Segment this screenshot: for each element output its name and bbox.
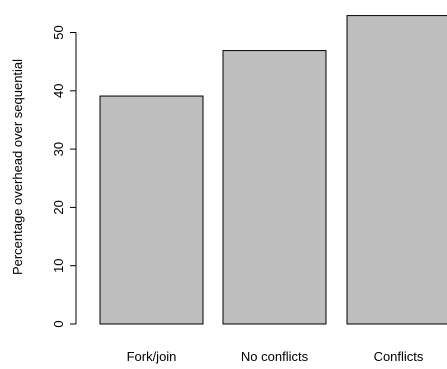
y-tick-label: 50 (51, 25, 66, 39)
x-tick-label: No conflicts (241, 349, 309, 364)
bar (222, 50, 327, 325)
y-tick-label: 20 (51, 200, 66, 214)
x-axis-labels: Fork/join No conflicts Conflicts (127, 349, 424, 364)
y-tick-label: 0 (51, 320, 66, 327)
y-tick-label: 10 (51, 258, 66, 272)
bars (99, 15, 447, 325)
y-axis: 0 10 20 30 40 50 (51, 25, 77, 328)
y-tick-label: 30 (51, 142, 66, 156)
x-tick-label: Fork/join (127, 349, 177, 364)
bar (99, 95, 204, 325)
y-tick-label: 40 (51, 84, 66, 98)
bar (346, 15, 447, 325)
x-tick-label: Conflicts (374, 349, 424, 364)
y-axis-label: Percentage overhead over sequential (10, 59, 25, 275)
